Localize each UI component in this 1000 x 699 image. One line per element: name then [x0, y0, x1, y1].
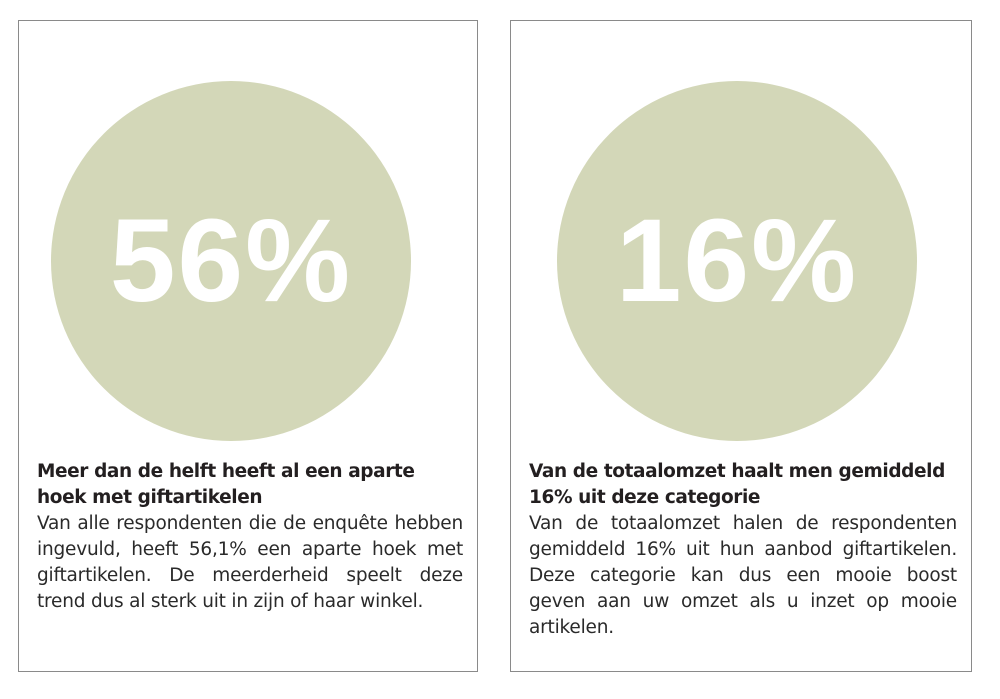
- stat-percent: 16%: [615, 195, 859, 327]
- stat-card-left: 56% Meer dan de helft heeft al een apart…: [18, 20, 478, 672]
- stat-heading: Van de totaalomzet haalt men gemiddeld 1…: [529, 461, 945, 508]
- stat-heading: Meer dan de helft heeft al een aparte ho…: [37, 461, 415, 508]
- stat-circle: 56%: [51, 81, 411, 441]
- stat-body: Van alle respondenten die de enquête heb…: [37, 513, 463, 612]
- stat-body: Van de totaalomzet halen de respondenten…: [529, 513, 957, 638]
- stat-percent: 56%: [109, 195, 353, 327]
- stat-text-block: Van de totaalomzet haalt men gemiddeld 1…: [529, 459, 957, 641]
- stat-text-block: Meer dan de helft heeft al een aparte ho…: [37, 459, 463, 615]
- stat-circle: 16%: [557, 81, 917, 441]
- stat-card-right: 16% Van de totaalomzet haalt men gemidde…: [510, 20, 972, 672]
